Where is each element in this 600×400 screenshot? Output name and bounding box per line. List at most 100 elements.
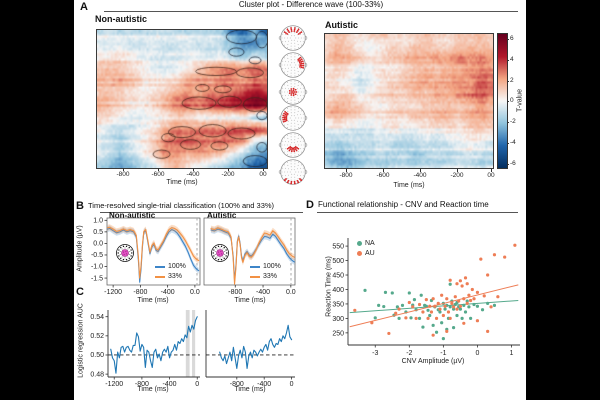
panel-a-label: A	[80, 1, 88, 13]
colorbar-tick-label: 2	[510, 77, 514, 84]
electrode-dot	[290, 133, 292, 135]
scatter-point-au	[445, 329, 449, 334]
significant-electrode-dot	[288, 92, 291, 95]
electrode-dot	[290, 53, 292, 55]
scatter-point-na	[465, 299, 469, 303]
electrode-dot	[281, 64, 283, 66]
significant-electrode-dot	[302, 66, 304, 69]
electrode-dot	[290, 32, 292, 34]
electrode-dot	[297, 37, 300, 39]
colorbar-tick-mark	[507, 164, 509, 165]
electrode-dot	[293, 115, 295, 117]
significant-electrode-dot	[290, 90, 293, 92]
y-tick-label: 250	[332, 330, 344, 337]
significant-electrode-dot	[299, 56, 302, 59]
electrode-dot	[287, 84, 289, 87]
significant-electrode-dot	[282, 114, 285, 117]
y-tick-label: -1.0	[91, 264, 103, 271]
significant-electrode-dot	[284, 113, 287, 116]
electrode-dot	[290, 48, 292, 50]
x-tick-label: -3	[372, 350, 378, 357]
electrode-dot	[281, 171, 283, 173]
scatter-point-au	[455, 282, 459, 286]
electrode-dot	[297, 91, 300, 93]
electrode-dot	[217, 251, 219, 253]
scatter-point-na	[448, 305, 452, 309]
auc-line	[219, 324, 293, 369]
electrode-dot	[295, 37, 297, 39]
scatter-point-au	[445, 297, 449, 301]
electrode-dot	[294, 99, 296, 101]
electrode-dot	[300, 124, 303, 126]
electrode-dot	[294, 32, 296, 34]
y-tick-label: 450	[332, 272, 344, 279]
scatter-point-au	[397, 307, 401, 311]
electrode-dot	[290, 109, 292, 111]
electrode-dot	[125, 250, 127, 252]
electrode-dot	[284, 171, 286, 173]
significant-electrode-dot	[302, 64, 305, 67]
significant-electrode-dot	[290, 28, 293, 31]
scatter-point-na	[486, 301, 490, 305]
scatter-point-na	[417, 316, 422, 320]
electrode-dot	[290, 112, 292, 114]
x-tick-label: -800	[135, 381, 149, 388]
colorbar-tick-label: -4	[510, 139, 516, 146]
x-tick-label: -2	[406, 350, 412, 357]
electrode-dot	[297, 127, 300, 129]
c-left-xlabel: Time (ms)	[137, 386, 169, 393]
topo-head-right-temporal	[278, 52, 308, 78]
electrode-dot	[290, 59, 292, 61]
electrode-dot	[296, 61, 299, 63]
significant-electrode-dot	[297, 33, 300, 35]
significant-electrode-dot	[285, 111, 288, 114]
electrode-dot	[296, 174, 299, 176]
electrode-dot	[299, 121, 302, 123]
electrode-dot	[120, 257, 122, 260]
scatter-point-na	[373, 316, 377, 320]
scatter-point-au	[465, 282, 469, 286]
scatter-point-na	[363, 288, 367, 292]
electrode-dot	[294, 86, 296, 88]
electrode-dot	[224, 250, 226, 252]
inset-topo-head	[116, 244, 134, 262]
electrode-dot	[290, 128, 292, 130]
significant-electrode-dot	[290, 150, 293, 153]
electrode-dot	[283, 124, 286, 126]
y-tick-label: 0.0	[93, 241, 103, 248]
d-legend-na: NA	[357, 240, 375, 247]
scatter-point-na	[440, 321, 444, 325]
significant-electrode-dot	[292, 87, 295, 90]
electrode-dot	[222, 248, 224, 250]
heatmap-autistic-title: Autistic	[325, 20, 359, 30]
electrode-dot	[290, 125, 292, 127]
significant-electrode-dot	[288, 149, 291, 152]
electrode-dot	[124, 247, 126, 249]
significant-electrode-dot	[290, 88, 293, 90]
legend-line-100-icon	[155, 265, 165, 268]
electrode-dot	[302, 33, 304, 35]
electrode-dot	[216, 256, 218, 258]
electrode-dot	[296, 141, 299, 143]
electrode-dot	[284, 175, 287, 177]
y-tick-label: 350	[332, 301, 344, 308]
electrode-dot	[284, 95, 287, 97]
electrode-dot	[286, 47, 289, 49]
electrode-dot	[294, 163, 296, 165]
significant-electrode-dot	[292, 147, 295, 150]
electrode-dot	[119, 250, 121, 252]
electrode-dot	[299, 33, 302, 35]
colorbar-tick-mark	[507, 39, 509, 40]
electrode-dot	[289, 144, 291, 146]
b-right-legend-100: 100%	[250, 263, 281, 270]
scatter-point-na	[492, 303, 497, 307]
x-tick-label: -400	[256, 289, 270, 296]
scatter-point-na	[426, 308, 430, 312]
significant-electrode-dot	[293, 150, 296, 153]
electrode-dot	[287, 141, 290, 143]
head-outline	[280, 132, 306, 158]
scatter-point-na	[377, 303, 381, 307]
d-legend-au-label: AU	[365, 250, 375, 257]
scatter-point-na	[448, 282, 452, 286]
